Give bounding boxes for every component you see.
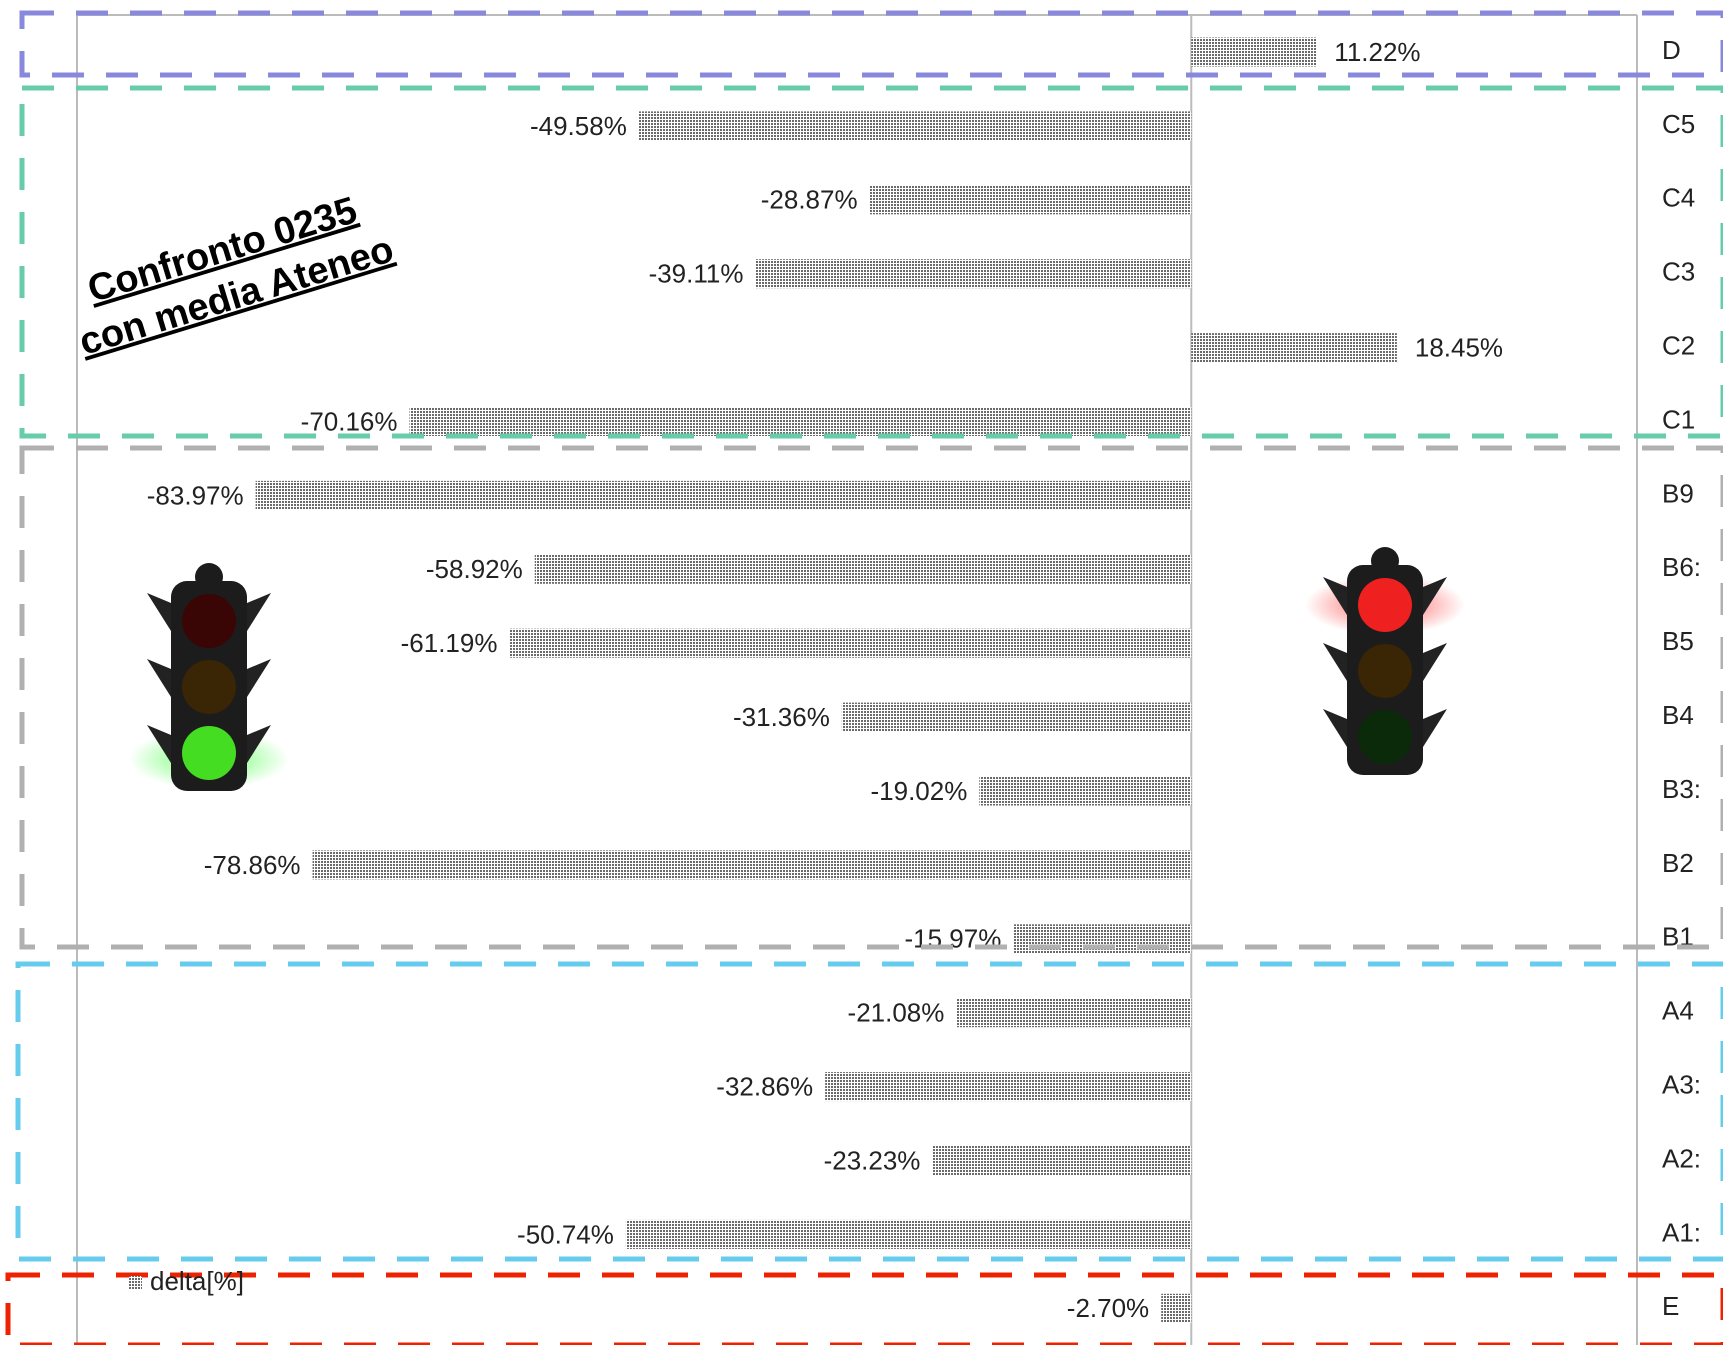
group-box <box>15 961 1723 1262</box>
category-label: C1 <box>1662 404 1695 434</box>
legend: delta[%] <box>129 1266 244 1296</box>
value-label: -31.36% <box>733 702 830 732</box>
bar <box>1191 333 1397 363</box>
category-label: A3: <box>1662 1069 1701 1099</box>
value-label: -78.86% <box>204 850 301 880</box>
value-label: -23.23% <box>824 1145 921 1175</box>
bar <box>1191 37 1317 67</box>
value-label: -32.86% <box>716 1071 813 1101</box>
bar <box>625 1219 1192 1249</box>
category-label: C2 <box>1662 330 1695 360</box>
value-label: -39.11% <box>649 259 744 289</box>
group-box <box>19 10 1723 78</box>
bar <box>869 185 1192 215</box>
legend-swatch <box>129 1276 142 1289</box>
value-label: -58.92% <box>426 554 523 584</box>
bar <box>312 850 1192 880</box>
category-label: B5 <box>1662 626 1694 656</box>
category-label: C5 <box>1662 109 1695 139</box>
category-label: B2 <box>1662 848 1694 878</box>
category-label: E <box>1662 1291 1679 1321</box>
bar <box>932 1146 1192 1175</box>
value-label: -28.87% <box>761 185 858 215</box>
category-label: A1: <box>1662 1217 1701 1247</box>
bar <box>409 407 1192 436</box>
bar <box>638 111 1192 141</box>
category-label: A4 <box>1662 996 1694 1026</box>
traffic-light-green <box>129 563 289 791</box>
value-label: -83.97% <box>147 480 244 510</box>
bar <box>979 776 1192 806</box>
bar <box>255 480 1192 510</box>
bar <box>534 554 1192 584</box>
value-label: -19.02% <box>871 776 968 806</box>
value-label: -2.70% <box>1067 1293 1149 1323</box>
legend-label: delta[%] <box>150 1266 244 1296</box>
value-label: -49.58% <box>530 111 627 141</box>
value-label: -50.74% <box>517 1219 614 1249</box>
category-label: C3 <box>1662 257 1695 287</box>
bar <box>509 628 1192 658</box>
bar <box>825 1072 1192 1102</box>
category-label: A2: <box>1662 1143 1701 1173</box>
bar <box>841 702 1192 732</box>
category-label: C4 <box>1662 183 1695 213</box>
value-label: 18.45% <box>1415 332 1503 362</box>
value-label: -70.16% <box>301 406 398 436</box>
bar <box>755 259 1192 289</box>
value-label: -61.19% <box>401 628 498 658</box>
group-box <box>19 445 1723 950</box>
group-box <box>5 1272 1723 1345</box>
category-label: D <box>1662 35 1681 65</box>
value-label: -21.08% <box>848 998 945 1028</box>
bar <box>1161 1293 1192 1323</box>
bar <box>956 998 1192 1028</box>
category-label: B6: <box>1662 552 1701 582</box>
category-label: B4 <box>1662 700 1694 730</box>
category-label: B3: <box>1662 774 1701 804</box>
value-label: 11.22% <box>1334 37 1420 67</box>
traffic-light-red <box>1305 547 1465 775</box>
category-label: B9 <box>1662 478 1694 508</box>
